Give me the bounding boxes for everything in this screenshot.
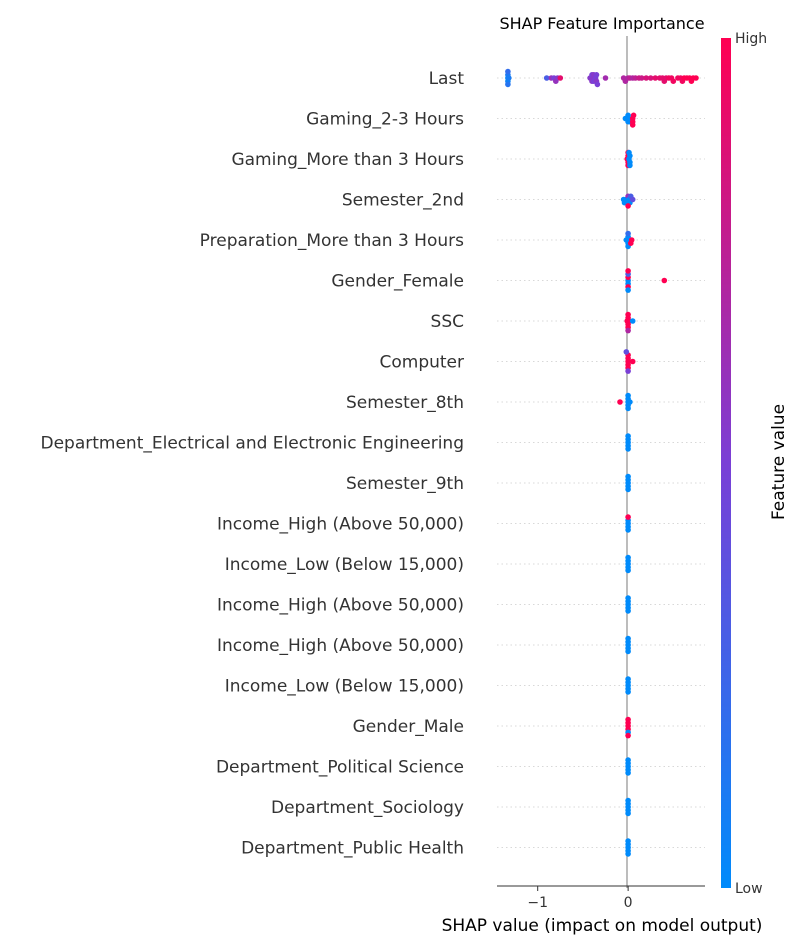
shap-point — [625, 392, 631, 399]
shap-point — [625, 595, 631, 601]
shap-point — [629, 196, 636, 203]
shap-point — [670, 78, 677, 84]
shap-point — [643, 75, 649, 81]
shap-point — [505, 81, 511, 88]
shap-point — [627, 162, 633, 169]
shap-point — [625, 405, 631, 412]
feature-label: Semester_8th — [346, 393, 464, 413]
shap-point — [625, 473, 631, 480]
shap-point — [647, 75, 654, 81]
shap-point — [617, 399, 623, 405]
shap-point — [625, 716, 631, 723]
feature-label: Department_Public Health — [241, 839, 464, 859]
feature-label: Gender_Male — [353, 717, 464, 737]
shap-point — [625, 527, 631, 533]
shap-point — [625, 203, 631, 209]
shap-point — [625, 311, 631, 318]
feature-rows: Last Gaming_2-3 Hours Gaming_More than 3 H… — [41, 69, 705, 859]
feature-label: Income_High (Above 50,000) — [217, 596, 464, 616]
shap-point — [625, 635, 631, 642]
colorbar-low-label: Low — [735, 881, 763, 897]
chart-title: SHAP Feature Importance — [499, 14, 704, 33]
feature-label: Income_High (Above 50,000) — [217, 515, 464, 535]
shap-point — [625, 327, 631, 334]
shap-point — [628, 237, 635, 243]
shap-point — [625, 838, 631, 844]
feature-label: Department_Electrical and Electronic Eng… — [41, 434, 465, 454]
feature-label: SSC — [431, 312, 464, 332]
feature-label: Semester_2nd — [342, 191, 464, 211]
shap-point — [629, 122, 636, 128]
colorbar-title: Feature value — [769, 404, 789, 520]
shap-point — [625, 287, 631, 293]
shap-point — [625, 567, 631, 574]
colorbar — [721, 38, 731, 888]
x-axis-title: SHAP value (impact on model output) — [442, 916, 763, 936]
x-tick-label: 0 — [624, 895, 633, 911]
shap-point — [625, 433, 631, 439]
shap-point — [693, 75, 699, 81]
shap-point — [625, 689, 631, 695]
shap-point — [625, 676, 631, 682]
shap-point — [625, 486, 631, 493]
shap-point — [625, 851, 631, 857]
shap-point — [625, 554, 631, 561]
shap-point — [625, 757, 631, 763]
shap-point — [625, 608, 631, 614]
shap-point — [652, 75, 659, 81]
shap-point — [506, 75, 512, 81]
shap-point — [625, 648, 631, 655]
x-ticks: −1 0 — [527, 886, 633, 911]
shap-point — [625, 797, 631, 804]
shap-point — [625, 368, 631, 374]
feature-label: Preparation_More than 3 Hours — [200, 231, 464, 251]
shap-point — [630, 112, 637, 119]
shap-point — [593, 72, 600, 78]
shap-point — [625, 230, 631, 237]
shap-point — [629, 318, 636, 324]
shap-point — [625, 446, 631, 452]
feature-label: Income_Low (Below 15,000) — [225, 677, 464, 697]
colorbar-high-label: High — [735, 31, 767, 47]
shap-point — [629, 358, 636, 365]
shap-point — [627, 399, 633, 405]
shap-point — [625, 810, 631, 817]
shap-point — [623, 349, 630, 355]
shap-point — [625, 514, 631, 520]
shap-point — [661, 277, 668, 284]
shap-point — [602, 75, 609, 81]
shap-point — [543, 75, 550, 81]
feature-label: Income_Low (Below 15,000) — [225, 555, 464, 575]
shap-point — [625, 770, 631, 776]
shap-point — [625, 268, 631, 274]
shap-point — [594, 81, 601, 88]
feature-label: Computer — [379, 353, 464, 373]
feature-label: Last — [429, 69, 465, 89]
shap-points — [505, 68, 699, 857]
shap-point — [638, 75, 645, 81]
feature-label: Department_Political Science — [216, 758, 464, 778]
shap-point — [626, 149, 632, 156]
shap-point — [505, 68, 511, 75]
shap-point — [625, 732, 631, 739]
feature-label: Department_Sociology — [271, 798, 464, 818]
feature-label: Semester_9th — [346, 474, 464, 494]
feature-label: Gaming_2-3 Hours — [306, 110, 464, 130]
x-tick-label: −1 — [527, 895, 548, 911]
feature-label: Gender_Female — [331, 272, 464, 292]
shap-point — [557, 75, 564, 81]
feature-label: Gaming_More than 3 Hours — [231, 150, 464, 170]
feature-label: Income_High (Above 50,000) — [217, 636, 464, 656]
